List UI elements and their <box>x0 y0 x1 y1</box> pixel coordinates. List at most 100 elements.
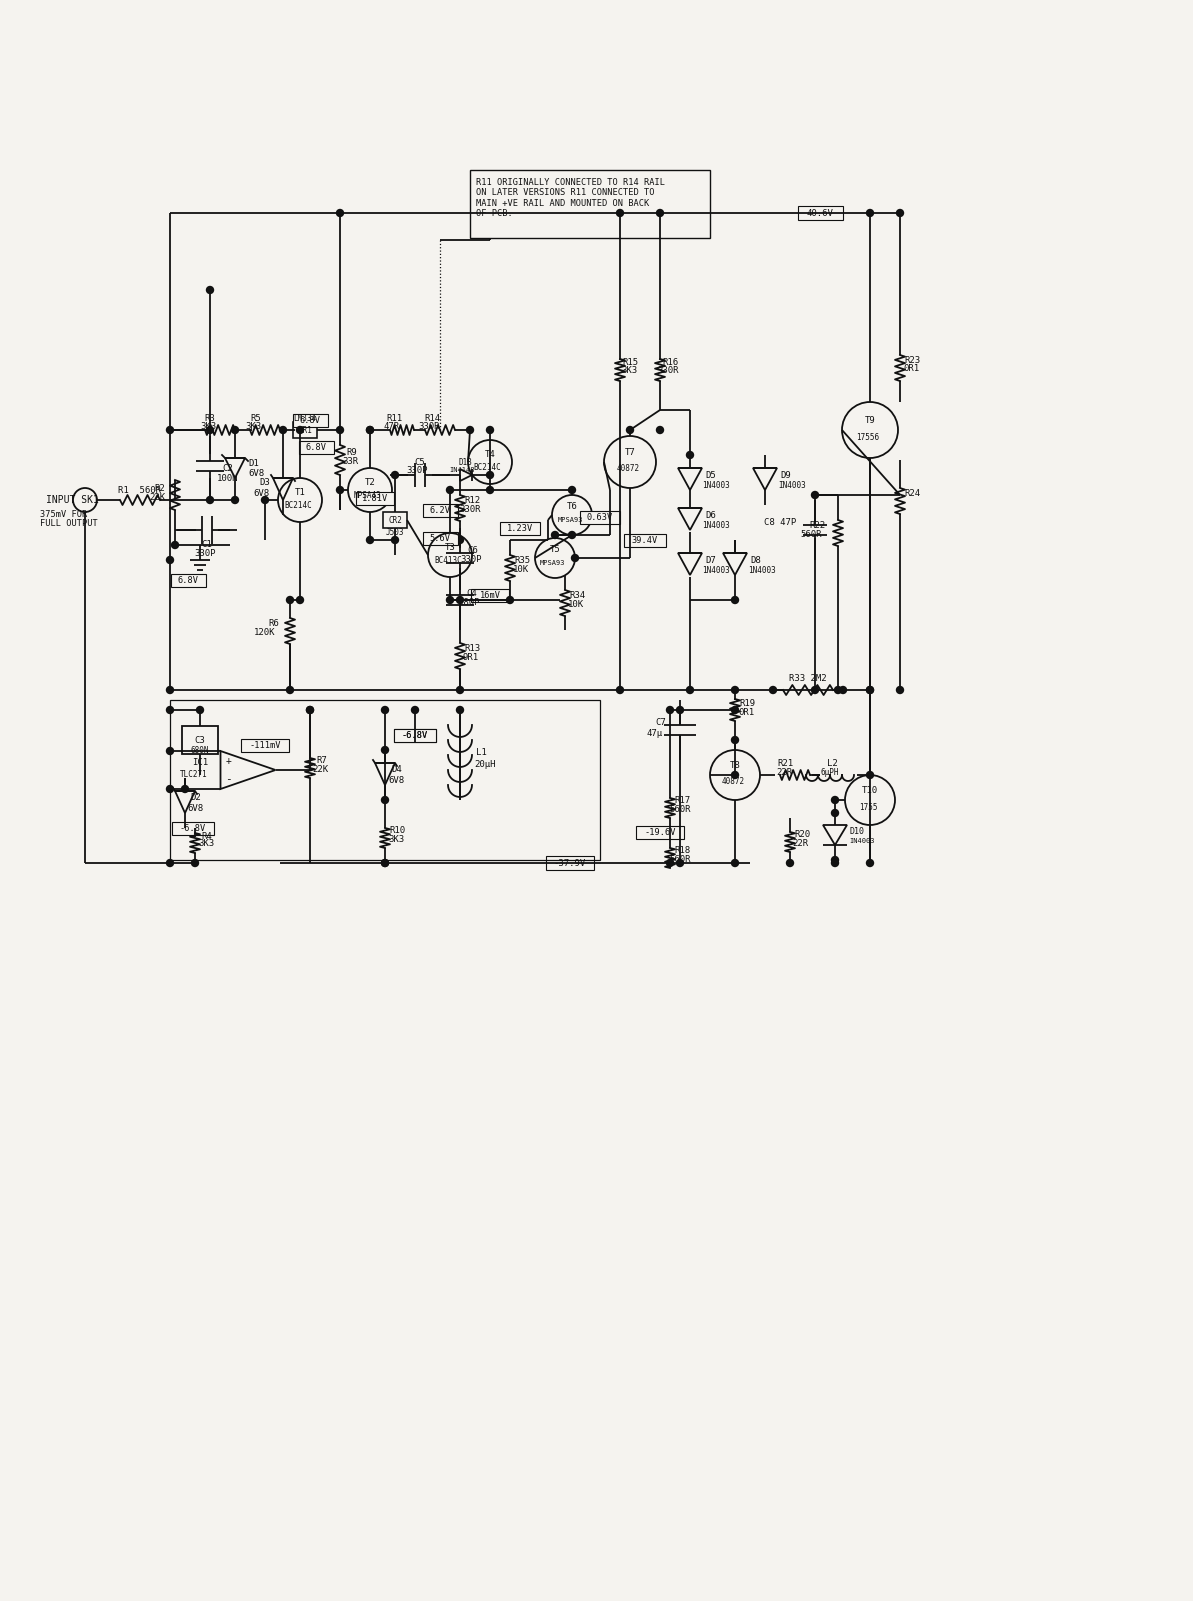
FancyBboxPatch shape <box>546 857 594 869</box>
Text: C1: C1 <box>202 540 212 549</box>
Circle shape <box>834 687 841 693</box>
Text: 47μ: 47μ <box>647 728 663 738</box>
Circle shape <box>866 860 873 866</box>
Text: IN4148: IN4148 <box>450 467 475 472</box>
Circle shape <box>866 772 873 778</box>
Circle shape <box>656 210 663 216</box>
Text: 375mV FOR: 375mV FOR <box>41 509 87 519</box>
Text: IN4003: IN4003 <box>849 837 874 844</box>
Text: 20μH: 20μH <box>474 759 495 768</box>
Text: 17556: 17556 <box>857 432 879 442</box>
Circle shape <box>382 860 389 866</box>
Text: 6.8V: 6.8V <box>178 575 198 584</box>
Text: 10K: 10K <box>568 599 585 608</box>
Circle shape <box>731 706 738 714</box>
Text: C7: C7 <box>655 717 666 727</box>
Circle shape <box>731 860 738 866</box>
Text: CR2: CR2 <box>388 516 402 525</box>
FancyBboxPatch shape <box>500 522 540 535</box>
Circle shape <box>731 687 738 693</box>
Circle shape <box>206 287 214 293</box>
Text: 560R: 560R <box>669 855 691 863</box>
Circle shape <box>197 706 204 714</box>
Text: D5: D5 <box>705 471 716 480</box>
Text: 40872: 40872 <box>722 776 744 786</box>
Text: R10: R10 <box>389 826 406 834</box>
Circle shape <box>457 687 464 693</box>
Text: TLC271: TLC271 <box>180 770 208 778</box>
Text: +: + <box>225 756 231 765</box>
Circle shape <box>167 706 173 714</box>
Circle shape <box>866 210 873 216</box>
Text: 3K3: 3K3 <box>200 421 216 431</box>
Text: LM334: LM334 <box>293 413 316 423</box>
Text: D9: D9 <box>780 471 791 480</box>
Text: D1: D1 <box>248 458 259 467</box>
Text: R18: R18 <box>674 845 690 855</box>
Text: CR1: CR1 <box>298 426 311 434</box>
Text: C3: C3 <box>194 735 205 744</box>
Circle shape <box>366 426 373 434</box>
Circle shape <box>382 706 389 714</box>
Text: 6.8V: 6.8V <box>305 442 327 451</box>
Text: R24: R24 <box>904 488 920 498</box>
Bar <box>169 700 600 860</box>
Text: R7: R7 <box>316 756 327 765</box>
Circle shape <box>336 487 344 493</box>
Text: BC214C: BC214C <box>474 463 501 472</box>
Text: R3: R3 <box>205 413 216 423</box>
Text: T5: T5 <box>550 544 561 554</box>
Text: R6: R6 <box>268 618 279 628</box>
Circle shape <box>686 451 693 458</box>
Text: R5: R5 <box>251 413 261 423</box>
Text: R11 ORIGINALLY CONNECTED TO R14 RAIL
ON LATER VERSIONS R11 CONNECTED TO
MAIN +VE: R11 ORIGINALLY CONNECTED TO R14 RAIL ON … <box>476 178 665 218</box>
Text: T3: T3 <box>445 543 456 551</box>
Circle shape <box>457 536 464 543</box>
Circle shape <box>167 426 173 434</box>
Text: 1N4003: 1N4003 <box>701 520 730 530</box>
Text: 1N4003: 1N4003 <box>701 480 730 490</box>
Text: R12: R12 <box>464 495 480 504</box>
Text: R16: R16 <box>662 357 678 367</box>
Text: 1.23V: 1.23V <box>507 524 533 533</box>
Text: 22R: 22R <box>792 839 808 847</box>
Circle shape <box>731 736 738 743</box>
Text: 33R: 33R <box>342 456 358 466</box>
Text: R4: R4 <box>202 831 212 841</box>
Text: 6.8V: 6.8V <box>299 416 321 424</box>
Text: 3K3: 3K3 <box>245 421 261 431</box>
Text: R21: R21 <box>777 759 793 767</box>
FancyBboxPatch shape <box>171 573 205 586</box>
Text: R17: R17 <box>674 796 690 804</box>
Circle shape <box>811 492 818 498</box>
Circle shape <box>676 860 684 866</box>
Circle shape <box>382 797 389 804</box>
Bar <box>183 725 218 754</box>
Text: 1.81V: 1.81V <box>361 493 388 503</box>
Text: R9: R9 <box>347 448 358 456</box>
Text: 3K3: 3K3 <box>388 834 404 844</box>
Text: 560R: 560R <box>801 530 822 538</box>
Text: 330P: 330P <box>407 466 428 474</box>
Text: J503: J503 <box>385 527 404 536</box>
Circle shape <box>507 597 513 604</box>
Circle shape <box>487 426 494 434</box>
Text: 47R: 47R <box>384 421 400 431</box>
FancyBboxPatch shape <box>298 440 334 453</box>
Circle shape <box>366 426 373 434</box>
Circle shape <box>167 860 173 866</box>
Circle shape <box>307 706 314 714</box>
Circle shape <box>231 426 239 434</box>
Circle shape <box>617 687 624 693</box>
Circle shape <box>832 810 839 817</box>
Text: C6: C6 <box>468 546 478 554</box>
Text: D4: D4 <box>391 765 402 773</box>
Circle shape <box>206 426 214 434</box>
Text: T4: T4 <box>484 450 495 458</box>
FancyBboxPatch shape <box>422 503 457 517</box>
Circle shape <box>667 860 674 866</box>
Text: R1  560R: R1 560R <box>118 485 161 495</box>
Text: IC1: IC1 <box>192 757 208 767</box>
Circle shape <box>896 210 903 216</box>
Circle shape <box>551 532 558 538</box>
